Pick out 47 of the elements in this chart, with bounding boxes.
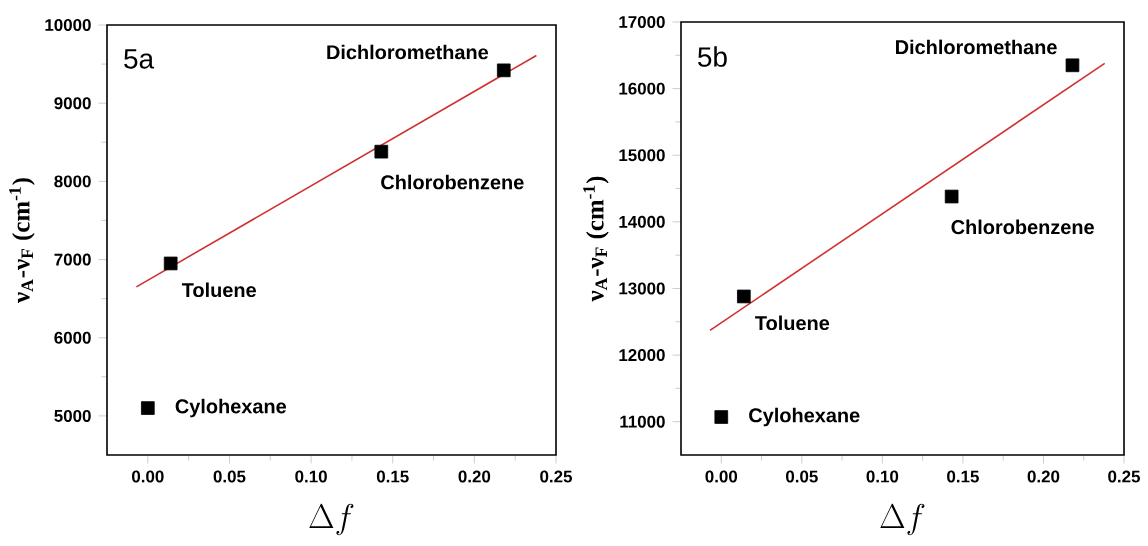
x-tick-label: 0.00: [131, 470, 164, 483]
x-tick-label: 0.20: [1027, 470, 1060, 483]
x-axis-title: $\Delta f$: [880, 503, 925, 536]
point: [141, 401, 155, 415]
y-tick-label: 17000: [619, 16, 665, 28]
annotation: Cylohexane: [749, 407, 860, 427]
point: [737, 289, 751, 304]
y-tick-label: 14000: [619, 215, 665, 228]
y-tick-label: 7000: [54, 253, 91, 266]
annotation: Toluene: [755, 315, 830, 331]
y-axis-title: ν$_{A}$-ν$_{F}$ (cm$^{-1}$): [583, 176, 609, 302]
y-tick-label: 10000: [45, 19, 91, 31]
y-tick-label: 11000: [620, 415, 665, 428]
annotation: Dichloromethane: [327, 44, 489, 60]
x-tick-label: 0.10: [866, 470, 899, 483]
point: [714, 410, 729, 424]
annotation: Toluene: [181, 282, 256, 298]
point: [1065, 58, 1080, 73]
x-tick-label: 0.25: [1108, 470, 1141, 483]
annotation: Chlorobenzene: [381, 174, 524, 190]
annotation: Cylohexane: [175, 398, 287, 418]
y-tick-label: 8000: [54, 175, 91, 188]
x-axis-title: $\Delta f$: [309, 503, 354, 536]
point: [374, 144, 389, 159]
x-tick-label: 0.15: [376, 470, 409, 483]
annotation: Dichloromethane: [896, 39, 1057, 55]
x-tick-label: 0.25: [540, 470, 573, 483]
y-tick-label: 16000: [619, 82, 665, 95]
point: [163, 256, 178, 271]
x-tick-label: 0.05: [213, 470, 246, 483]
point: [944, 189, 959, 204]
y-tick-label: 6000: [54, 331, 91, 344]
y-tick-label: 12000: [619, 349, 665, 362]
point: [496, 63, 511, 78]
y-axis-title: ν$_{A}$-ν$_{F}$ (cm$^{-1}$): [9, 178, 35, 303]
x-tick-label: 0.05: [786, 470, 818, 483]
x-tick-label: 0.20: [458, 470, 491, 483]
y-tick-label: 9000: [54, 97, 91, 110]
x-tick-label: 0.15: [947, 470, 979, 483]
y-tick-label: 13000: [619, 282, 665, 295]
x-tick-label: 0.00: [705, 470, 738, 483]
text: 5b: [698, 46, 727, 67]
y-tick-label: 5000: [54, 409, 91, 422]
text: 5a: [124, 49, 155, 69]
annotation: Chlorobenzene: [951, 219, 1094, 235]
y-tick-label: 15000: [619, 149, 665, 162]
x-tick-label: 0.10: [295, 470, 327, 483]
